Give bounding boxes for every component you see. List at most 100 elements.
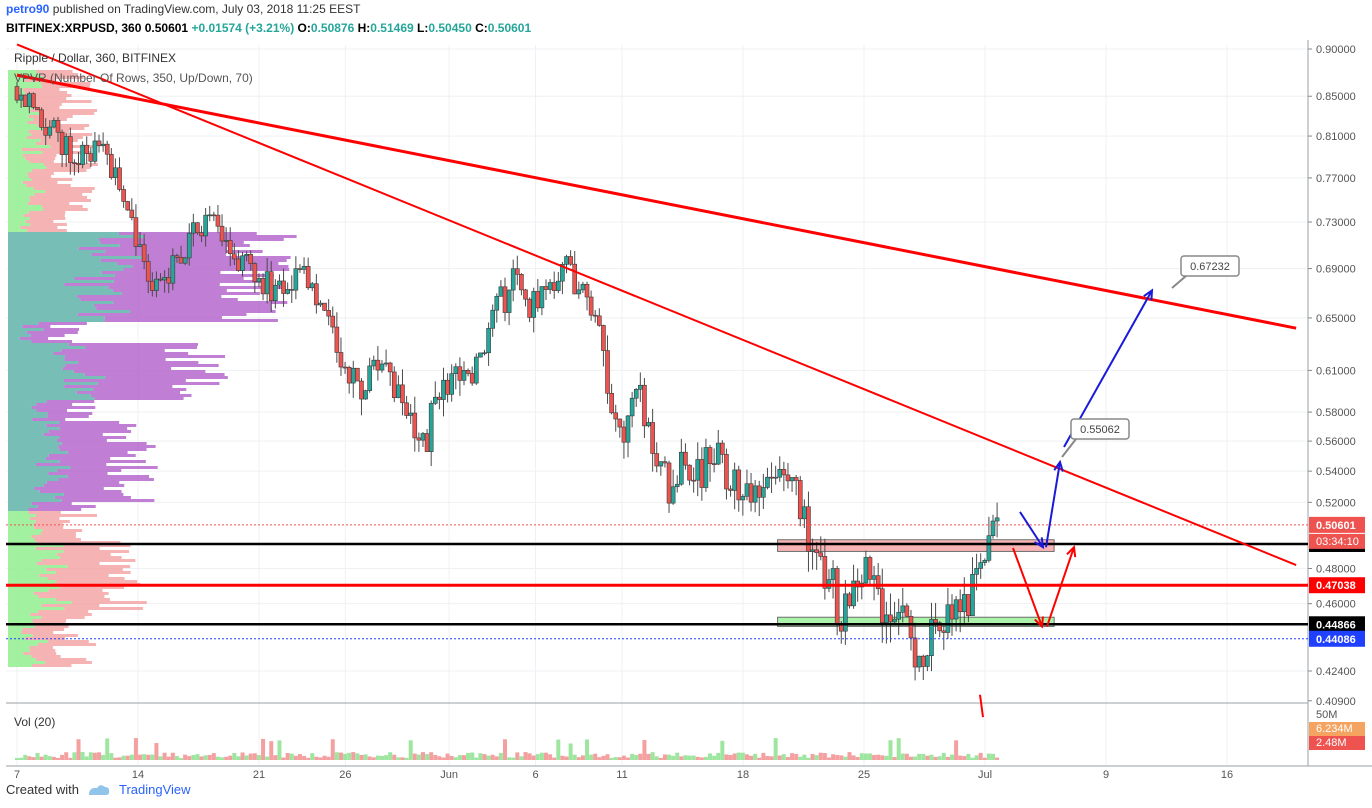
vp-row-up [8, 355, 66, 358]
candle-body [642, 384, 647, 427]
volume-bar [728, 755, 733, 760]
vp-row-down [31, 406, 96, 409]
vp-row-down [113, 289, 227, 292]
blue-arrow-1 [1019, 511, 1044, 548]
candle-body [621, 426, 627, 443]
vp-row-up [8, 229, 28, 232]
candle-body [744, 483, 750, 497]
vp-row-down [59, 427, 128, 430]
volume-bar [23, 754, 28, 760]
time-tick-label: 25 [858, 769, 870, 780]
vp-row-up [8, 649, 30, 652]
candle-body [35, 106, 40, 111]
volume-axis-label: 2.48M [1316, 737, 1347, 749]
vp-row-down [67, 475, 150, 478]
candle-body [469, 373, 475, 384]
candle-body [707, 447, 713, 464]
callout-055062-box [1070, 418, 1130, 440]
candle-body [908, 615, 914, 639]
candle-body [892, 618, 897, 623]
vp-row-down [34, 193, 83, 196]
tradingview-link[interactable]: TradingView [118, 782, 191, 797]
vp-row-down [91, 253, 226, 256]
vp-row-up [8, 280, 114, 283]
vp-row-down [67, 565, 131, 568]
volume-bar [995, 757, 1000, 760]
volume-bar [646, 753, 651, 760]
vp-row-down [32, 619, 67, 622]
volume-bar [56, 757, 61, 760]
candle-body [769, 476, 774, 479]
candle-body [929, 619, 934, 656]
vp-row-up [8, 199, 31, 202]
price-tick-label: 0.77000 [1316, 173, 1356, 185]
vp-row-up [8, 511, 29, 514]
vp-row-down [48, 454, 136, 457]
volume-bar [605, 754, 610, 760]
candle-body [498, 286, 504, 297]
vp-row-down [97, 382, 220, 385]
candle-body [31, 93, 36, 108]
candle-body [387, 362, 393, 373]
vp-row-up [8, 346, 86, 349]
vp-row-down [55, 571, 131, 574]
vp-row-down [36, 562, 100, 565]
vp-row-up [8, 406, 32, 409]
vp-row-down [64, 358, 166, 361]
vp-row-down [39, 574, 109, 577]
callout-055062-leader [1061, 438, 1077, 458]
candle-body [412, 412, 418, 439]
vpvr-label: VPVR (Number Of Rows, 350, Up/Down, 70) [14, 71, 253, 85]
candle-body [515, 268, 520, 275]
vp-row-up [8, 196, 30, 199]
candle-body [633, 389, 639, 399]
volume-bar [338, 752, 343, 760]
support-zone [777, 616, 1055, 627]
vp-row-down [35, 142, 65, 145]
volume-bar [548, 754, 553, 760]
price-label-bg [1309, 630, 1365, 647]
volume-bar [64, 752, 69, 760]
vp-row-down [104, 319, 278, 322]
price-chart[interactable]: 0.55062 0.67232 0.90000 0.85000 0.81000 0.77… [0, 40, 1372, 780]
volume-bar [634, 755, 639, 760]
price-axis: 0.90000 0.85000 0.81000 0.77000 0.73000 0.690… [1308, 44, 1365, 750]
vp-row-down [29, 517, 60, 520]
candle-body [843, 593, 848, 632]
volume-bar [453, 757, 458, 760]
volume-bar [740, 752, 745, 760]
price-tick-label: 0.42400 [1316, 666, 1356, 678]
vp-row-up [8, 367, 63, 370]
vp-row-up [8, 565, 68, 568]
candle-body [945, 604, 951, 633]
vp-row-up [8, 532, 41, 535]
vp-row-up [8, 202, 28, 205]
price-label-bg [1309, 577, 1365, 594]
volume-bar [917, 753, 922, 760]
vp-row-up [8, 619, 33, 622]
price-tick-label: 0.44086 [1316, 634, 1356, 646]
author-name[interactable]: petro90 [6, 2, 50, 16]
candle-body [658, 461, 664, 467]
volume-bar [609, 757, 614, 760]
vp-row-down [33, 523, 63, 526]
volume-label-bg [1309, 722, 1365, 736]
candle-body [896, 611, 901, 620]
volume-bar [384, 755, 389, 760]
volume-bar [970, 757, 975, 760]
candle-body [84, 144, 90, 154]
volume-bar [683, 755, 688, 760]
plot-background [6, 45, 1308, 740]
volume-bar [806, 757, 811, 760]
created-with-text: Created with [6, 782, 79, 797]
vp-row-up [8, 403, 37, 406]
vp-row-up [8, 613, 31, 616]
candle-body [408, 412, 413, 416]
vp-row-down [28, 211, 66, 214]
vp-row-down [43, 328, 80, 331]
vp-row-down [61, 442, 147, 445]
vp-row-down [46, 166, 91, 169]
vp-row-down [64, 385, 173, 388]
volume-bar [753, 753, 758, 760]
candle-body [133, 217, 139, 247]
